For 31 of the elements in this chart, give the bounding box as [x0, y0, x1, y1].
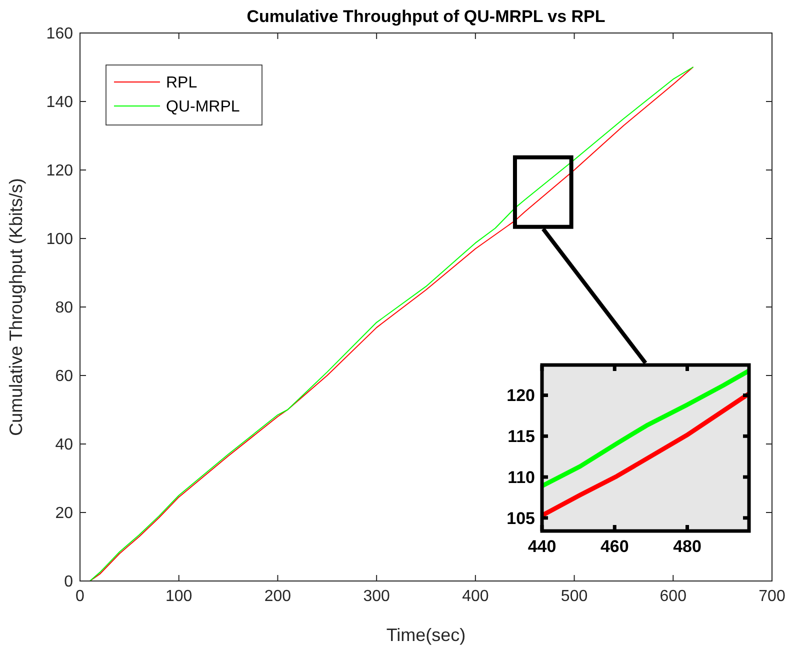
x-tick-label: 200: [264, 588, 292, 605]
y-axis-title: Cumulative Throughput (Kbits/s): [6, 178, 26, 436]
y-tick-label: 140: [46, 94, 74, 112]
y-tick-label: 0: [64, 574, 74, 591]
y-tick-label: 115: [508, 427, 535, 446]
y-tick-label: 40: [55, 436, 74, 454]
y-tick-label: 160: [46, 26, 74, 43]
x-tick-label: 100: [166, 588, 192, 605]
x-tick-label: 500: [560, 588, 588, 605]
line-series: [542, 391, 749, 518]
x-tick-label: 0: [76, 588, 85, 605]
legend-label: RPL: [166, 74, 198, 92]
y-tick-label: 105: [506, 508, 535, 528]
y-tick-label: 60: [55, 368, 74, 386]
x-tick-label: 300: [363, 588, 390, 605]
chart-title: Cumulative Throughput of QU-MRPL vs RPL: [246, 7, 606, 26]
x-tick-label: 460: [600, 537, 629, 556]
y-tick-label: 120: [46, 162, 74, 180]
y-tick-label: 110: [508, 468, 535, 487]
legend-label: QU-MRPL: [166, 98, 240, 116]
y-tick-label: 20: [55, 505, 74, 522]
x-tick-label: 400: [462, 588, 489, 605]
x-axis-title: Time(sec): [386, 625, 466, 645]
x-tick-label: 480: [673, 537, 702, 556]
x-tick-label: 600: [660, 588, 687, 605]
y-tick-label: 100: [46, 231, 74, 248]
x-tick-label: 440: [528, 537, 556, 556]
line-series: [542, 368, 749, 488]
x-tick-label: 700: [758, 588, 786, 605]
y-tick-label: 80: [55, 300, 74, 317]
y-tick-label: 120: [506, 386, 535, 406]
